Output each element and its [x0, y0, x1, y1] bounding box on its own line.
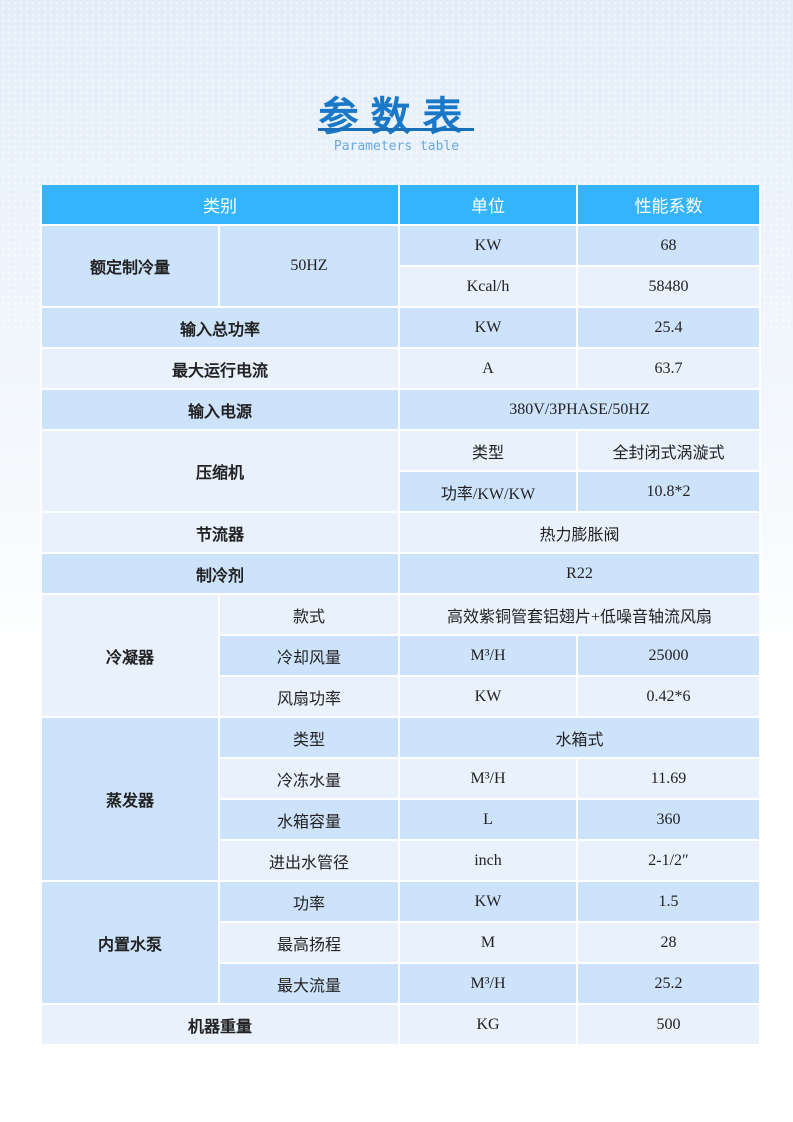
table-cell: 25.2	[576, 962, 761, 1005]
table-cell: KG	[398, 1003, 578, 1046]
table-cell: 水箱式	[398, 716, 761, 759]
category-cell: 冷凝器	[40, 593, 220, 718]
category-cell: 制冷剂	[40, 552, 400, 595]
table-cell: Kcal/h	[398, 265, 578, 308]
category-cell: 额定制冷量	[40, 224, 220, 308]
table-cell: 63.7	[576, 347, 761, 390]
table-cell: 500	[576, 1003, 761, 1046]
category-cell: 压缩机	[40, 429, 400, 513]
table-cell: L	[398, 798, 578, 841]
header-performance: 性能系数	[576, 185, 761, 226]
category-cell: 机器重量	[40, 1003, 400, 1046]
table-cell: 1.5	[576, 880, 761, 923]
table-row: 蒸发器 类型 水箱式	[40, 716, 761, 882]
table-cell: 功率/KW/KW	[398, 470, 578, 513]
parameters-table: 类别 单位 性能系数 额定制冷量 50HZ KW 68 Kcal/h 58480 输入总功率…	[40, 185, 761, 1046]
table-cell: inch	[398, 839, 578, 882]
table-row: 风扇功率 KW 0.42*6	[41, 675, 761, 718]
title-underline	[318, 128, 474, 131]
table-row: 内置水泵 功率 KW 1.5	[40, 880, 761, 1005]
table-row: 功率/KW/KW 10.8*2	[41, 470, 761, 513]
table-cell: 0.42*6	[576, 675, 761, 718]
table-row: 进出水管径 inch 2-1/2″	[41, 839, 761, 882]
table-cell: 款式	[218, 593, 400, 636]
table-header-row: 类别 单位 性能系数	[40, 185, 761, 226]
table-cell: M	[398, 921, 578, 964]
table-cell: 风扇功率	[218, 675, 400, 718]
table-cell: KW	[398, 306, 578, 349]
header-category: 类别	[40, 185, 400, 226]
table-row: 节流器 热力膨胀阀	[40, 511, 761, 554]
page-title: 参数表	[318, 93, 475, 140]
table-cell: R22	[398, 552, 761, 595]
table-row: 冷凝器 款式 高效紫铜管套铝翅片+低噪音轴流风扇	[40, 593, 761, 718]
table-row: 最大流量 M³/H 25.2	[41, 962, 761, 1005]
header-unit: 单位	[398, 185, 578, 226]
table-cell: M³/H	[398, 962, 578, 1005]
table-cell: A	[398, 347, 578, 390]
category-cell: 最大运行电流	[40, 347, 400, 390]
category-cell: 输入电源	[40, 388, 400, 431]
table-row: Kcal/h 58480	[41, 265, 761, 308]
table-cell: 高效紫铜管套铝翅片+低噪音轴流风扇	[398, 593, 761, 636]
table-cell: 最大流量	[218, 962, 400, 1005]
table-cell: 360	[576, 798, 761, 841]
table-row: 水箱容量 L 360	[41, 798, 761, 841]
category-cell: 内置水泵	[40, 880, 220, 1005]
table-cell: KW	[398, 880, 578, 923]
table-cell: 类型	[398, 429, 578, 472]
table-cell: 50HZ	[218, 224, 400, 308]
page-subtitle: Parameters table	[333, 139, 460, 154]
table-cell: 11.69	[576, 757, 761, 800]
table-cell: 380V/3PHASE/50HZ	[398, 388, 761, 431]
table-cell: 类型	[218, 716, 400, 759]
table-row: 冷冻水量 M³/H 11.69	[41, 757, 761, 800]
table-row: 机器重量 KG 500	[40, 1003, 761, 1046]
table-cell: M³/H	[398, 757, 578, 800]
table-row: 额定制冷量 50HZ KW 68	[40, 224, 761, 308]
category-cell: 蒸发器	[40, 716, 220, 882]
table-cell: 68	[576, 224, 761, 267]
table-cell: 25000	[576, 634, 761, 677]
table-row: 制冷剂 R22	[40, 552, 761, 595]
table-cell: 最高扬程	[218, 921, 400, 964]
table-cell: 水箱容量	[218, 798, 400, 841]
table-row: 最高扬程 M 28	[41, 921, 761, 964]
table-cell: 25.4	[576, 306, 761, 349]
table-cell: 热力膨胀阀	[398, 511, 761, 554]
table-row: 输入总功率 KW 25.4	[40, 306, 761, 349]
table-cell: 冷冻水量	[218, 757, 400, 800]
table-row: 压缩机 类型 全封闭式涡漩式	[40, 429, 761, 513]
table-cell: 2-1/2″	[576, 839, 761, 882]
table-row: 冷却风量 M³/H 25000	[41, 634, 761, 677]
table-cell: 冷却风量	[218, 634, 400, 677]
table-cell: 功率	[218, 880, 400, 923]
table-body: 额定制冷量 50HZ KW 68 Kcal/h 58480 输入总功率 KW 25.4 最大运行电…	[40, 224, 761, 1046]
category-cell: 输入总功率	[40, 306, 400, 349]
table-cell: 58480	[576, 265, 761, 308]
table-cell: 全封闭式涡漩式	[576, 429, 761, 472]
table-cell: M³/H	[398, 634, 578, 677]
table-cell: KW	[398, 675, 578, 718]
table-cell: KW	[398, 224, 578, 267]
table-cell: 10.8*2	[576, 470, 761, 513]
table-row: 最大运行电流 A 63.7	[40, 347, 761, 390]
table-cell: 进出水管径	[218, 839, 400, 882]
table-row: 输入电源 380V/3PHASE/50HZ	[40, 388, 761, 431]
table-cell: 28	[576, 921, 761, 964]
category-cell: 节流器	[40, 511, 400, 554]
